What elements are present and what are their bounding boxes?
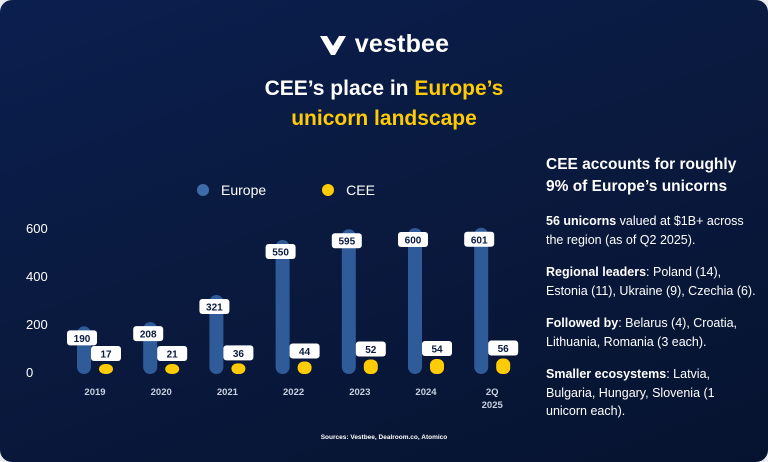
data-label-bg-europe: [133, 326, 164, 342]
legend-label-cee: CEE: [346, 182, 375, 198]
y-tick-label: 0: [26, 365, 33, 380]
y-tick-label: 400: [26, 269, 48, 284]
side-p1-bold: 56 unicorns: [546, 214, 617, 228]
data-label-cee: 36: [233, 349, 245, 360]
y-tick-label: 200: [26, 317, 48, 332]
bar-europe: [408, 228, 422, 374]
data-label-cee: 54: [431, 345, 443, 356]
data-label-bg-cee: [355, 341, 386, 357]
data-label-cee: 44: [299, 347, 311, 358]
chart-legend: Europe CEE: [197, 182, 431, 198]
bar-cee: [231, 363, 246, 374]
data-label-europe: 321: [206, 302, 223, 313]
side-paragraph-4: Smaller ecosystems: Latvia, Bulgaria, Hu…: [546, 365, 756, 421]
bar-europe: [275, 240, 290, 374]
data-label-europe: 601: [471, 235, 488, 246]
side-p4-bold: Smaller ecosystems: [546, 367, 667, 381]
y-tick-label: 600: [26, 221, 48, 236]
data-label-bg-europe: [199, 298, 230, 314]
data-label-bg-cee: [91, 346, 121, 361]
data-label-bg-europe: [331, 233, 362, 249]
data-label-bg-europe: [265, 244, 296, 259]
vestbee-logo-icon: [319, 35, 346, 55]
data-label-cee: 56: [498, 344, 510, 355]
x-tick-label: 2019: [84, 387, 105, 398]
bar-cee: [363, 359, 378, 374]
x-tick-label: 2020: [151, 387, 172, 398]
bar-cee: [165, 364, 180, 374]
side-headline: CEE accounts for roughly 9% of Europe’s …: [546, 156, 737, 195]
bar-europe: [209, 294, 224, 374]
data-label-bg-cee: [157, 346, 188, 361]
side-paragraph-1: 56 unicorns valued at $1B+ across the re…: [546, 212, 756, 249]
side-panel: CEE accounts for roughly 9% of Europe’s …: [546, 154, 756, 435]
bar-cee: [99, 364, 113, 374]
data-label-bg-cee: [289, 343, 320, 359]
data-label-europe: 208: [140, 330, 157, 341]
x-tick-label: 2025: [482, 400, 504, 411]
bar-cee: [297, 361, 312, 374]
data-label-cee: 52: [365, 345, 377, 356]
bar-europe: [341, 229, 356, 374]
legend-item-europe: Europe: [197, 182, 266, 198]
x-tick-label: 2021: [217, 387, 239, 398]
x-tick-label: 2022: [283, 387, 304, 398]
data-label-bg-europe: [464, 231, 495, 247]
title-line-2: unicorn landscape: [291, 107, 477, 130]
side-paragraph-2: Regional leaders: Poland (14), Estonia (…: [546, 263, 756, 300]
legend-dot-europe: [197, 184, 209, 196]
side-p2-text: : Poland (14), Estonia (11), Ukraine (9)…: [546, 265, 756, 298]
side-paragraph-3: Followed by: Belarus (4), Croatia, Lithu…: [546, 314, 756, 351]
data-label-bg-cee: [488, 340, 519, 356]
data-label-europe: 190: [74, 334, 91, 345]
data-label-cee: 21: [167, 350, 179, 361]
x-tick-label: 2Q: [486, 387, 499, 398]
side-p3-text: : Belarus (4), Croatia, Lithuania, Roman…: [546, 316, 738, 349]
bar-cee: [430, 359, 444, 374]
data-label-europe: 550: [272, 248, 289, 259]
page-title: CEE’s place in Europe’s unicorn landscap…: [0, 74, 768, 134]
data-label-bg-cee: [422, 341, 452, 357]
legend-item-cee: CEE: [322, 182, 375, 198]
brand-logo: vestbee: [0, 30, 768, 59]
title-accent: Europe’s: [414, 77, 504, 100]
bar-cee: [496, 358, 511, 374]
side-p2-bold: Regional leaders: [546, 265, 647, 279]
brand-name: vestbee: [354, 30, 450, 58]
title-plain: CEE’s place in: [264, 77, 415, 100]
bar-europe: [474, 227, 489, 374]
data-label-bg-europe: [67, 330, 97, 346]
data-label-cee: 17: [100, 350, 112, 361]
source-note: Sources: Vestbee, Dealroom.co, Atomico: [320, 434, 448, 441]
bar-chart: 0 200 400 600 190 17 2019 208 21 2020 321 36 2021 550…: [26, 221, 519, 411]
side-p4-text: : Latvia, Bulgaria, Hungary, Slovenia (1…: [546, 367, 715, 418]
side-p3-bold: Followed by: [546, 316, 619, 330]
legend-dot-cee: [322, 184, 335, 196]
x-tick-label: 2024: [415, 387, 437, 398]
data-label-europe: 600: [405, 236, 422, 247]
data-label-bg-europe: [398, 232, 428, 247]
side-p1-text: valued at $1B+ across the region (as of …: [546, 214, 744, 247]
data-label-bg-cee: [223, 345, 254, 361]
legend-label-europe: Europe: [221, 182, 267, 198]
data-label-europe: 595: [338, 237, 355, 248]
x-tick-label: 2023: [349, 387, 370, 398]
